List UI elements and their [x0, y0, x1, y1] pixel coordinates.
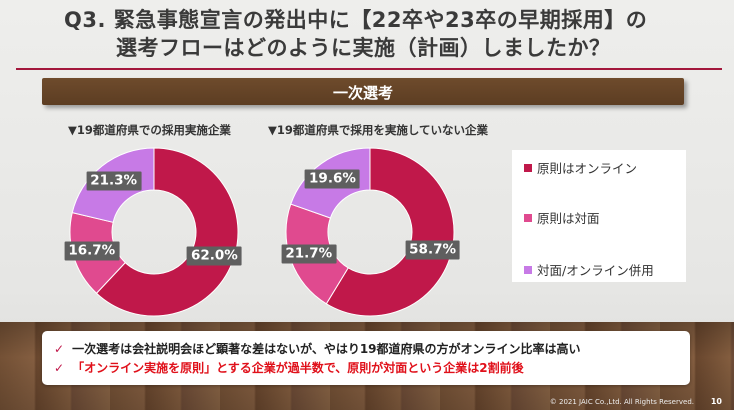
section-header-bar: 一次選考: [42, 78, 684, 105]
summary-line-2: ✓ 「オンライン実施を原則」とする企業が過半数で、原則が対面という企業は2割前後: [54, 359, 524, 376]
summary-text-2: 「オンライン実施を原則」とする企業が過半数で、原則が対面という企業は2割前後: [72, 361, 524, 375]
summary-line-1: ✓ 一次選考は会社説明会ほど顕著な差はないが、やはり19都道府県の方がオンライン比…: [54, 340, 581, 357]
legend-swatch-face: [524, 213, 532, 222]
donut-chart-1: [69, 147, 239, 317]
legend-item-face: 原則は対面: [524, 208, 600, 227]
page-number: 10: [710, 397, 722, 406]
legend-swatch-hybrid: [524, 265, 532, 274]
check-icon: ✓: [54, 361, 65, 375]
summary-text-1: 一次選考は会社説明会ほど顕著な差はないが、やはり19都道府県の方がオンライン比率…: [72, 342, 581, 356]
donut-2-label-hybrid: 19.6%: [305, 169, 360, 189]
legend-label-face: 原則は対面: [537, 211, 600, 226]
donut-1-slice-online: [95, 147, 239, 317]
section-label: 一次選考: [332, 84, 393, 102]
summary-box: ✓ 一次選考は会社説明会ほど顕著な差はないが、やはり19都道府県の方がオンライン比…: [42, 331, 690, 385]
title-divider: [16, 68, 722, 70]
legend-label-hybrid: 対面/オンライン併用: [537, 263, 654, 278]
donut-2-label-online: 58.7%: [405, 240, 460, 260]
title-line-2: 選考フローはどのように実施（計画）しましたか？: [116, 36, 611, 60]
legend-label-online: 原則はオンライン: [537, 161, 638, 176]
title-line-1: Q3. 緊急事態宣言の発出中に【22卒や23卒の早期採用】の: [64, 8, 648, 32]
check-icon: ✓: [54, 342, 65, 356]
donut-1-label-hybrid: 21.3%: [86, 171, 142, 191]
legend-item-hybrid: 対面/オンライン併用: [524, 260, 654, 279]
donut-1-label-online: 62.0%: [187, 246, 242, 266]
chart-2-subtitle: ▼19都道府県で採用を実施していない企業: [268, 123, 489, 137]
legend-item-online: 原則はオンライン: [524, 158, 637, 177]
chart-1-subtitle: ▼19都道府県での採用実施企業: [68, 123, 231, 137]
donut-1-label-face: 16.7%: [64, 241, 120, 261]
slide-title: Q3. 緊急事態宣言の発出中に【22卒や23卒の早期採用】の 選考フローはどのよ…: [64, 6, 647, 62]
donut-2-slice-online: [325, 147, 455, 317]
donut-2-label-face: 21.7%: [281, 244, 337, 264]
copyright: © 2021 JAIC Co.,Ltd. All Rights Reserved…: [549, 398, 694, 406]
legend-swatch-online: [524, 163, 532, 172]
chart-legend: 原則はオンライン 原則は対面 対面/オンライン併用: [512, 150, 686, 282]
